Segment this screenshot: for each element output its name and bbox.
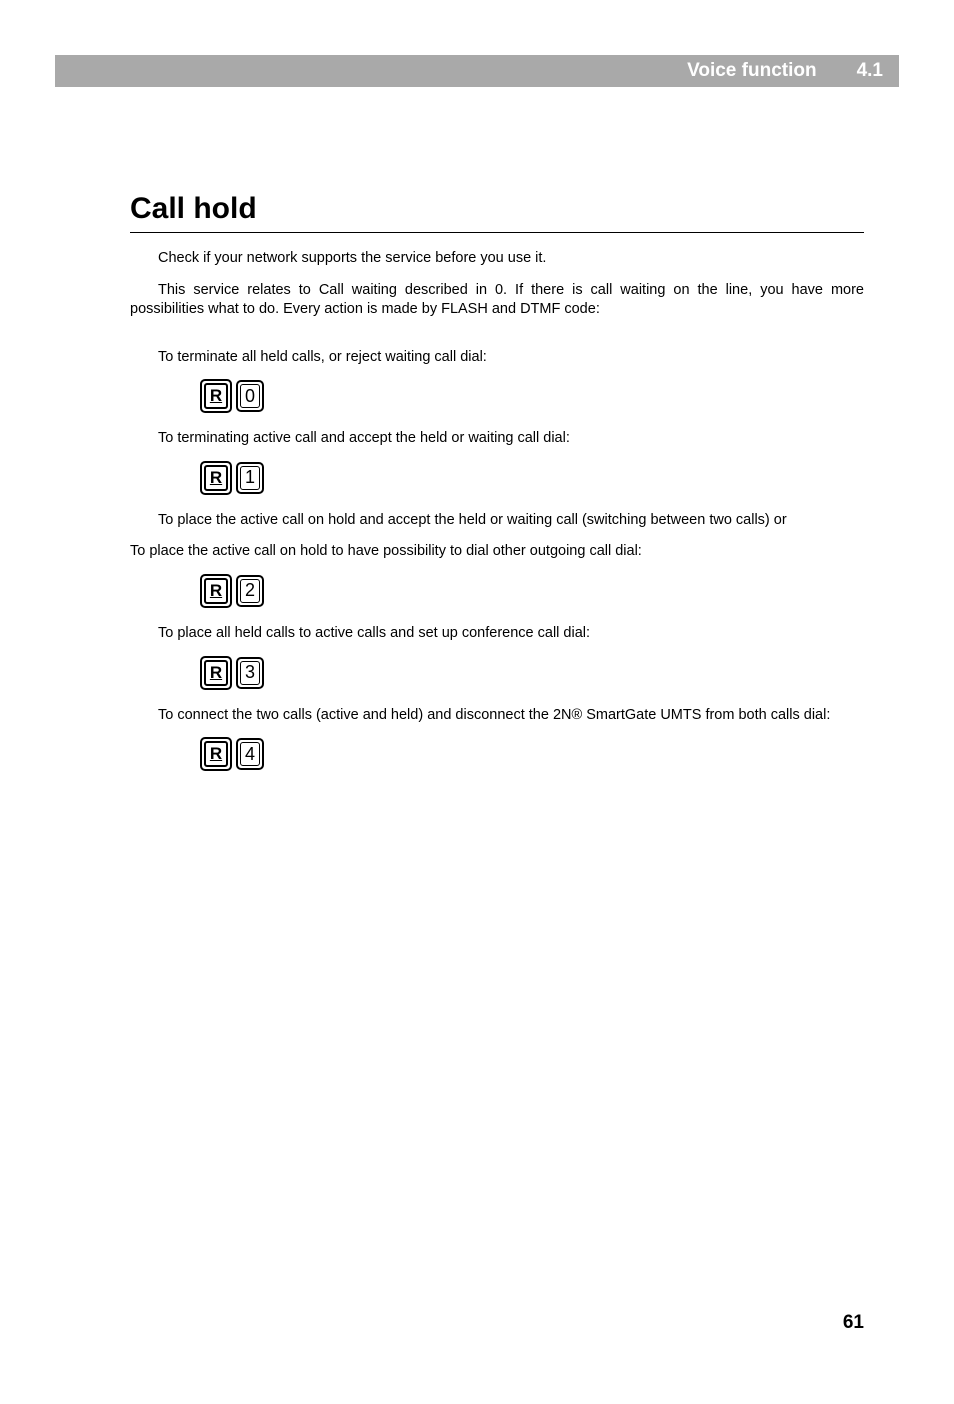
flash-key-icon: R — [200, 574, 232, 608]
header-title: Voice function — [687, 60, 816, 82]
digit-0-key-icon: 0 — [236, 380, 264, 412]
key-sequence-r1: R 1 — [200, 461, 864, 495]
paragraph-intro-1: Check if your network supports the servi… — [130, 249, 864, 269]
digit-2-key-icon: 2 — [236, 575, 264, 607]
paragraph-connect-disconnect: To connect the two calls (active and hel… — [130, 706, 864, 726]
digit-4-key-icon: 4 — [236, 738, 264, 770]
paragraph-hold-switch: To place the active call on hold and acc… — [130, 511, 864, 531]
flash-key-icon: R — [200, 379, 232, 413]
flash-key-icon: R — [200, 737, 232, 771]
digit-3-key-icon: 3 — [236, 657, 264, 689]
digit-1-key-icon: 1 — [236, 462, 264, 494]
paragraph-intro-2: This service relates to Call waiting des… — [130, 281, 864, 320]
paragraph-hold-dial: To place the active call on hold to have… — [130, 542, 864, 562]
paragraph-terminate-held: To terminate all held calls, or reject w… — [130, 348, 864, 368]
header-bar: Voice function 4.1 — [55, 55, 899, 87]
paragraph-terminate-active: To terminating active call and accept th… — [130, 429, 864, 449]
page-content: Call hold Check if your network supports… — [130, 87, 864, 771]
header-section-number: 4.1 — [857, 60, 883, 82]
section-heading: Call hold — [130, 192, 864, 228]
flash-key-icon: R — [200, 461, 232, 495]
key-sequence-r4: R 4 — [200, 737, 864, 771]
key-sequence-r0: R 0 — [200, 379, 864, 413]
key-sequence-r3: R 3 — [200, 656, 864, 690]
key-sequence-r2: R 2 — [200, 574, 864, 608]
paragraph-conference: To place all held calls to active calls … — [130, 624, 864, 644]
page-number: 61 — [843, 1312, 864, 1334]
flash-key-icon: R — [200, 656, 232, 690]
section-divider — [130, 232, 864, 233]
